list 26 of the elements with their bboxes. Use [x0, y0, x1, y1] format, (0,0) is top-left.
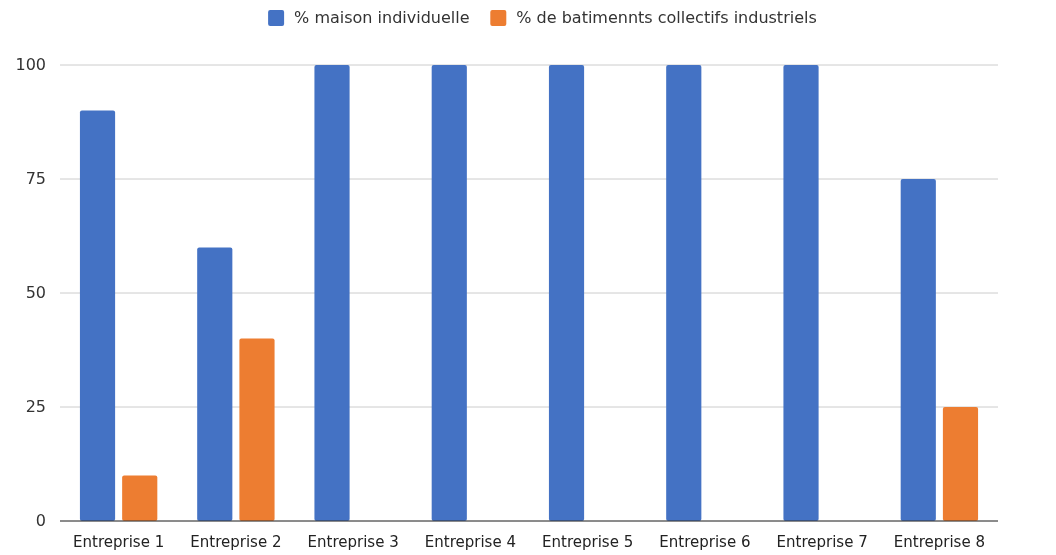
y-tick-label: 75	[25, 169, 46, 188]
x-tick-label: Entreprise 2	[190, 533, 282, 551]
y-tick-label: 25	[25, 397, 46, 416]
x-tick-label: Entreprise 6	[659, 533, 751, 551]
y-tick-label: 50	[25, 283, 46, 302]
legend-label: % de batimennts collectifs industriels	[516, 8, 817, 27]
bar	[197, 247, 233, 521]
x-tick-label: Entreprise 5	[542, 533, 634, 551]
bar	[239, 338, 275, 521]
x-tick-label: Entreprise 8	[893, 533, 985, 551]
bar	[122, 475, 158, 521]
x-tick-label: Entreprise 1	[73, 533, 165, 551]
y-tick-label: 100	[15, 55, 46, 74]
y-tick-label: 0	[35, 511, 46, 530]
bar	[666, 65, 702, 521]
bar	[548, 65, 585, 521]
bar	[314, 65, 350, 521]
x-tick-label: Entreprise 4	[424, 533, 516, 551]
bar	[900, 179, 936, 521]
bar	[431, 65, 467, 521]
x-tick-label: Entreprise 3	[307, 533, 399, 551]
bar	[942, 407, 979, 521]
legend-label: % maison individuelle	[294, 8, 470, 27]
bar	[783, 65, 819, 521]
bar	[79, 110, 116, 521]
x-tick-label: Entreprise 7	[776, 533, 868, 551]
